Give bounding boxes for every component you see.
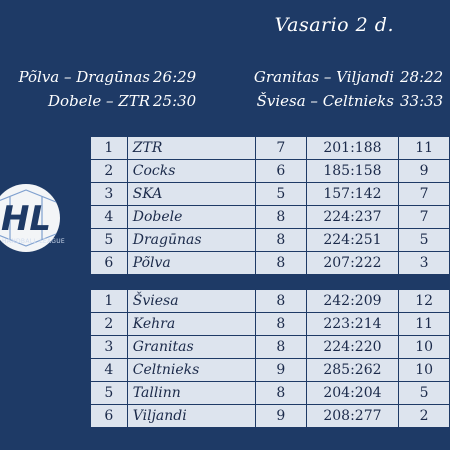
points-cell: 7: [398, 182, 450, 206]
table-row: 3 Granitas 8 224:220 10: [90, 335, 450, 359]
goals-cell: 185:158: [305, 159, 400, 183]
goals-cell: 224:237: [305, 205, 400, 229]
points-cell: 7: [398, 205, 450, 229]
team-cell: Dragūnas: [126, 228, 257, 252]
handball-league-logo: HL: [0, 184, 60, 252]
logo-caption: HANDBALL LEAGUE: [2, 238, 66, 245]
goals-cell: 208:277: [305, 404, 400, 428]
team-cell: Granitas: [126, 335, 257, 359]
rank-cell: 6: [90, 251, 128, 275]
standings-table-group-b: 1 Šviesa 8 242:209 12 2 Kehra 8 223:214 11 3 Granit…: [90, 289, 450, 428]
rank-cell: 4: [90, 205, 128, 229]
table-row: 2 Kehra 8 223:214 11: [90, 312, 450, 336]
points-cell: 10: [398, 358, 450, 382]
games-cell: 8: [255, 205, 307, 229]
match-results: Põlva – Dragūnas 26:29 Granitas – Viljan…: [0, 68, 450, 116]
games-cell: 6: [255, 159, 307, 183]
table-row: 1 ZTR 7 201:188 11: [90, 136, 450, 160]
result-row: Dobele – ZTR 25:30 Šviesa – Celtnieks 33…: [0, 92, 450, 116]
table-row: 4 Dobele 8 224:237 7: [90, 205, 450, 229]
goals-cell: 207:222: [305, 251, 400, 275]
games-cell: 8: [255, 335, 307, 359]
team-cell: Cocks: [126, 159, 257, 183]
table-row: 1 Šviesa 8 242:209 12: [90, 289, 450, 313]
team-cell: Kehra: [126, 312, 257, 336]
points-cell: 9: [398, 159, 450, 183]
table-row: 6 Viljandi 9 208:277 2: [90, 404, 450, 428]
rank-cell: 3: [90, 335, 128, 359]
rank-cell: 2: [90, 312, 128, 336]
points-cell: 5: [398, 228, 450, 252]
goals-cell: 285:262: [305, 358, 400, 382]
team-cell: Tallinn: [126, 381, 257, 405]
team-cell: Šviesa: [126, 289, 257, 313]
goals-cell: 224:220: [305, 335, 400, 359]
points-cell: 3: [398, 251, 450, 275]
table-row: 5 Tallinn 8 204:204 5: [90, 381, 450, 405]
points-cell: 11: [398, 312, 450, 336]
team-cell: SKA: [126, 182, 257, 206]
points-cell: 2: [398, 404, 450, 428]
table-row: 2 Cocks 6 185:158 9: [90, 159, 450, 183]
rank-cell: 2: [90, 159, 128, 183]
match-score: 26:29: [153, 68, 197, 86]
team-cell: Dobele: [126, 205, 257, 229]
match-score: 28:22: [400, 68, 444, 86]
table-row: 6 Põlva 8 207:222 3: [90, 251, 450, 275]
games-cell: 9: [255, 358, 307, 382]
goals-cell: 224:251: [305, 228, 400, 252]
games-cell: 7: [255, 136, 307, 160]
games-cell: 5: [255, 182, 307, 206]
goals-cell: 223:214: [305, 312, 400, 336]
goals-cell: 157:142: [305, 182, 400, 206]
table-row: 5 Dragūnas 8 224:251 5: [90, 228, 450, 252]
result-row: Põlva – Dragūnas 26:29 Granitas – Viljan…: [0, 68, 450, 92]
rank-cell: 5: [90, 228, 128, 252]
games-cell: 8: [255, 312, 307, 336]
goals-cell: 204:204: [305, 381, 400, 405]
match-score: 33:33: [400, 92, 444, 110]
points-cell: 5: [398, 381, 450, 405]
rank-cell: 1: [90, 136, 128, 160]
match-score: 25:30: [153, 92, 197, 110]
games-cell: 8: [255, 228, 307, 252]
points-cell: 12: [398, 289, 450, 313]
team-cell: Põlva: [126, 251, 257, 275]
match-label: Dobele – ZTR: [48, 92, 150, 110]
standings-table-group-a: 1 ZTR 7 201:188 11 2 Cocks 6 185:158 9 3 SKA 5 157:14…: [90, 136, 450, 275]
table-row: 4 Celtnieks 9 285:262 10: [90, 358, 450, 382]
rank-cell: 4: [90, 358, 128, 382]
table-row: 3 SKA 5 157:142 7: [90, 182, 450, 206]
points-cell: 11: [398, 136, 450, 160]
games-cell: 8: [255, 289, 307, 313]
handball-icon: [0, 184, 60, 252]
match-label: Põlva – Dragūnas: [18, 68, 150, 86]
games-cell: 8: [255, 381, 307, 405]
logo-letters: HL: [1, 199, 51, 239]
rank-cell: 5: [90, 381, 128, 405]
games-cell: 8: [255, 251, 307, 275]
rank-cell: 6: [90, 404, 128, 428]
rank-cell: 3: [90, 182, 128, 206]
page-title: Vasario 2 d.: [274, 14, 394, 36]
games-cell: 9: [255, 404, 307, 428]
team-cell: Celtnieks: [126, 358, 257, 382]
match-label: Granitas – Viljandi: [253, 68, 394, 86]
team-cell: ZTR: [126, 136, 257, 160]
team-cell: Viljandi: [126, 404, 257, 428]
match-label: Šviesa – Celtnieks: [256, 92, 394, 110]
rank-cell: 1: [90, 289, 128, 313]
goals-cell: 201:188: [305, 136, 400, 160]
goals-cell: 242:209: [305, 289, 400, 313]
points-cell: 10: [398, 335, 450, 359]
